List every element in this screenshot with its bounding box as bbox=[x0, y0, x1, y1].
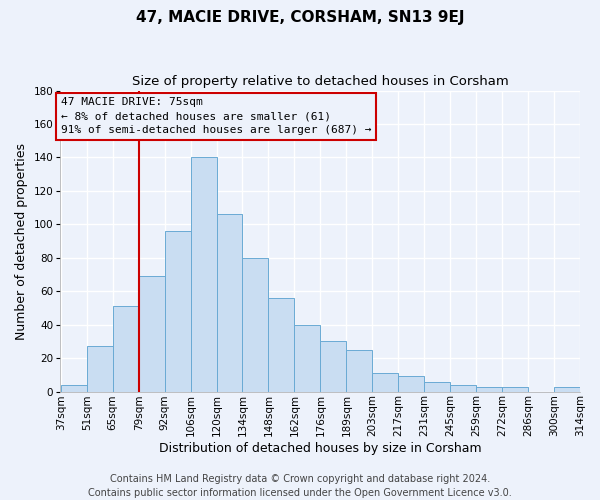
Bar bbox=[164, 231, 191, 392]
X-axis label: Distribution of detached houses by size in Corsham: Distribution of detached houses by size … bbox=[159, 442, 481, 455]
Bar bbox=[398, 376, 424, 392]
Text: 47, MACIE DRIVE, CORSHAM, SN13 9EJ: 47, MACIE DRIVE, CORSHAM, SN13 9EJ bbox=[136, 10, 464, 25]
Bar bbox=[346, 350, 373, 392]
Y-axis label: Number of detached properties: Number of detached properties bbox=[15, 142, 28, 340]
Bar bbox=[373, 373, 398, 392]
Bar bbox=[295, 324, 320, 392]
Bar bbox=[424, 382, 450, 392]
Bar bbox=[61, 385, 87, 392]
Bar bbox=[191, 158, 217, 392]
Bar bbox=[476, 386, 502, 392]
Bar bbox=[87, 346, 113, 392]
Bar bbox=[320, 342, 346, 392]
Text: Contains HM Land Registry data © Crown copyright and database right 2024.
Contai: Contains HM Land Registry data © Crown c… bbox=[88, 474, 512, 498]
Bar bbox=[217, 214, 242, 392]
Bar bbox=[113, 306, 139, 392]
Bar bbox=[139, 276, 164, 392]
Bar bbox=[450, 385, 476, 392]
Bar bbox=[268, 298, 295, 392]
Bar bbox=[554, 386, 580, 392]
Bar bbox=[502, 386, 528, 392]
Bar bbox=[242, 258, 268, 392]
Title: Size of property relative to detached houses in Corsham: Size of property relative to detached ho… bbox=[132, 75, 508, 88]
Text: 47 MACIE DRIVE: 75sqm
← 8% of detached houses are smaller (61)
91% of semi-detac: 47 MACIE DRIVE: 75sqm ← 8% of detached h… bbox=[61, 97, 371, 135]
